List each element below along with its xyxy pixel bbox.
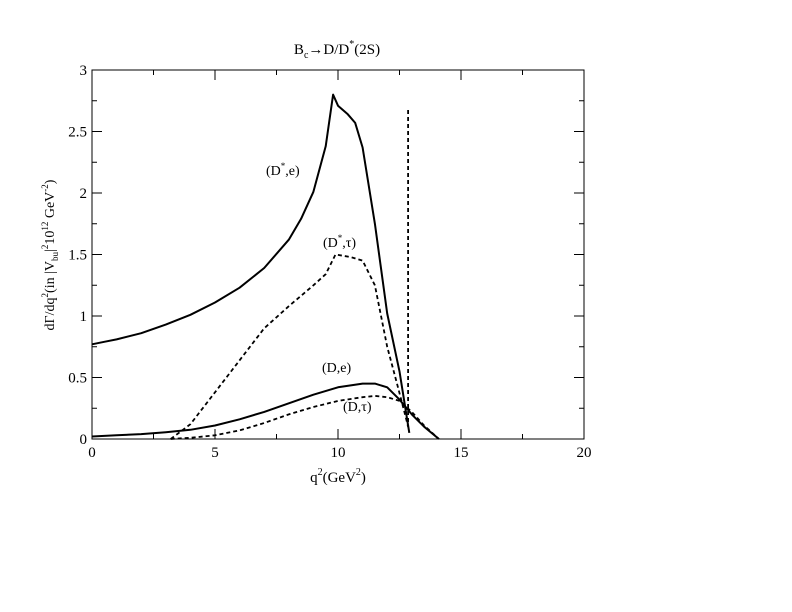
x-axis-label: q2(GeV2) <box>310 467 366 486</box>
chart-title: Bc→D/D*(2S) <box>294 39 380 61</box>
series-line-2 <box>91 382 440 440</box>
y-tick-label: 0 <box>80 432 88 448</box>
y-tick-label: 0.5 <box>68 371 87 387</box>
x-tick-label: 5 <box>211 445 219 461</box>
annotation-dstar-e: (D*,e) <box>266 161 300 179</box>
x-tick-label: 20 <box>577 445 592 461</box>
y-tick-label: 1 <box>80 309 88 325</box>
data-series <box>91 93 440 440</box>
annotation-dstar-tau: (D*,τ) <box>323 233 356 251</box>
x-tick-label: 10 <box>331 445 346 461</box>
axis-ticks: 0 5 10 15 20 0 0.5 1 1.5 2 2.5 3 <box>68 63 591 461</box>
series-line-3 <box>170 394 440 440</box>
x-tick-label: 0 <box>88 445 96 461</box>
annotation-d-tau: (D,τ) <box>343 400 372 415</box>
y-tick-label: 2.5 <box>68 125 87 141</box>
x-tick-label: 15 <box>454 445 469 461</box>
y-axis-label: dΓ/dq2(in |Vbu|21012 GeV-2) <box>40 179 60 330</box>
y-tick-label: 2 <box>80 186 88 202</box>
series-line-1 <box>170 109 410 440</box>
series-line-0 <box>91 93 411 434</box>
y-tick-label: 3 <box>80 63 88 79</box>
annotation-d-e: (D,e) <box>322 361 351 376</box>
y-tick-label: 1.5 <box>68 248 87 264</box>
